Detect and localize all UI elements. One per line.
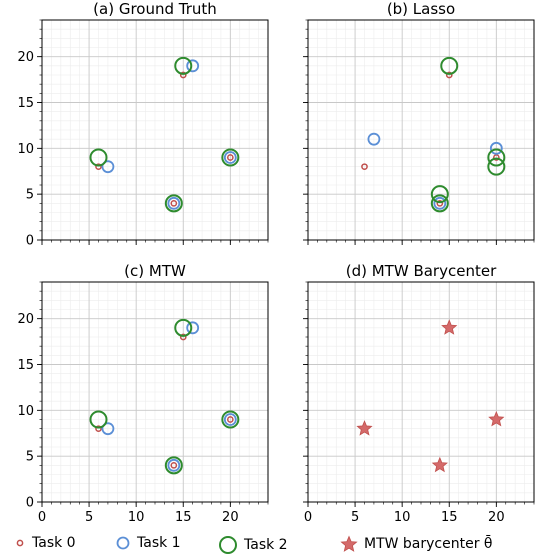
star-marker-icon [340,535,358,552]
y-tick-label: 20 [17,312,34,327]
data-point-task-2 [174,318,193,337]
data-point-task-0 [170,199,178,207]
x-tick-label: 20 [488,510,505,525]
y-tick-label: 0 [26,234,34,249]
chart-panel-1: (b) Lasso [303,0,535,245]
data-point-task-2 [174,56,193,75]
data-point-task-0 [226,154,234,161]
legend-label-mtw-barycenter: MTW barycenter θ̄ [364,536,493,552]
x-tick-label: 15 [175,510,192,525]
chart-title: (d) MTW Barycenter [346,262,497,280]
legend-label-task-2: Task 2 [244,537,288,553]
data-point-task-2 [221,148,240,167]
data-point-task-1 [433,196,447,210]
data-point-task-1 [167,458,181,472]
y-tick-label: 10 [17,142,34,157]
medium-circle-marker-icon [116,536,130,550]
data-point-task-2 [487,148,506,167]
data-point-task-0 [492,154,500,161]
data-point-task-1 [101,160,115,174]
data-point-task-1 [167,196,181,210]
data-point-task-2 [164,194,183,213]
data-point-task-2 [89,410,108,429]
data-point-star [488,410,505,427]
chart-panel-3: (d) MTW Barycenter 0 5 10 15 20 [303,262,535,525]
data-point-task-0 [436,199,444,207]
data-point-task-2 [440,56,459,75]
data-point-task-0 [226,416,234,423]
data-point-task-1 [101,422,115,436]
y-tick-label: 5 [26,450,34,465]
data-point-task-2 [164,456,183,475]
data-point-task-1 [489,141,503,155]
x-tick-label: 15 [441,510,458,525]
data-point-task-0 [361,163,368,171]
legend-item-task-0: Task 0 [14,535,76,551]
y-tick-label: 15 [17,358,34,373]
large-circle-marker-icon [219,536,237,554]
y-tick-label: 0 [26,496,34,511]
x-tick-label: 5 [85,510,93,525]
chart-panel-0: (a) Ground Truth 0 5 10 15 20 [17,0,269,249]
x-tick-label: 0 [304,510,312,525]
y-tick-label: 20 [17,50,34,65]
data-point-star [431,456,448,473]
data-point-star [356,420,373,436]
x-tick-label: 20 [222,510,239,525]
chart-title: (a) Ground Truth [93,0,217,18]
legend-item-mtw-barycenter: MTW barycenter θ̄ [340,535,493,553]
x-tick-label: 10 [394,510,411,525]
data-point-star [441,319,458,335]
small-circle-marker-icon [16,539,24,547]
data-point-task-0 [95,163,102,171]
legend-label-task-0: Task 0 [32,535,76,551]
legend-item-task-1: Task 1 [115,535,181,551]
y-tick-label: 10 [17,404,34,419]
data-point-task-2 [430,185,449,204]
data-point-task-1 [186,59,200,73]
chart-figure: (a) Ground Truth 0 5 10 15 20 (b) Lasso (c) MTW… [17,0,535,525]
data-point-task-0 [170,461,178,469]
chart-title: (c) MTW [124,262,186,280]
data-point-task-1 [223,413,237,426]
data-point-task-1 [223,151,237,164]
legend-label-task-1: Task 1 [137,535,181,551]
data-point-task-0 [179,333,187,341]
chart-legend: Task 0 Task 1 Task 2 MTW barycenter θ̄ [0,532,543,559]
data-point-task-0 [445,71,453,79]
legend-item-task-2: Task 2 [218,535,288,555]
y-tick-label: 5 [26,188,34,203]
chart-panel-2: (c) MTW 0 5 10 15 20 0 5 10 15 20 [17,262,269,525]
data-point-task-2 [89,148,108,167]
data-point-task-1 [367,132,381,146]
data-point-task-0 [179,71,187,79]
chart-title: (b) Lasso [387,0,455,18]
x-tick-label: 5 [351,510,359,525]
data-point-task-1 [186,321,200,335]
data-point-task-2 [221,410,240,429]
x-tick-label: 10 [128,510,145,525]
data-point-task-0 [95,425,102,433]
y-tick-label: 15 [17,96,34,111]
data-point-task-2 [487,157,506,176]
x-tick-label: 0 [38,510,46,525]
data-point-task-2 [430,194,449,213]
